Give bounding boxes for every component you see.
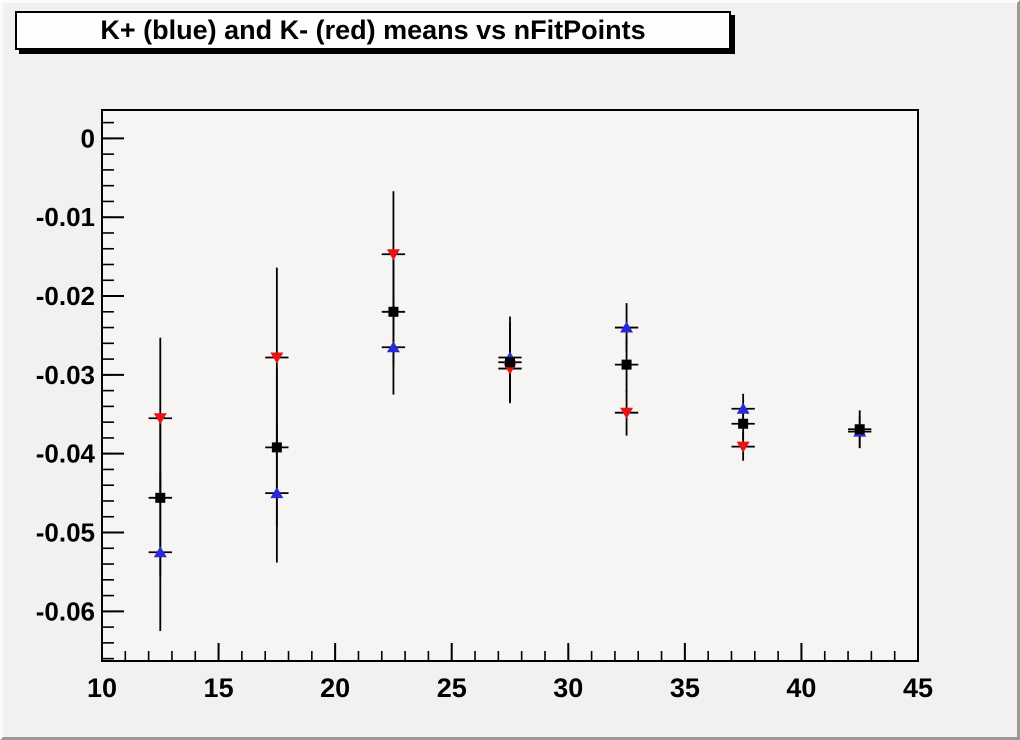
marker-mean (388, 306, 399, 317)
x-tick-label: 15 (204, 673, 234, 703)
marker-k-minus (270, 352, 284, 364)
x-tick-label: 30 (553, 673, 583, 703)
y-tick-label: -0.06 (36, 596, 95, 626)
x-tick-label: 45 (903, 673, 933, 703)
marker-k-plus (270, 487, 284, 499)
marker-k-minus (620, 407, 634, 419)
title-box: K+ (blue) and K- (red) means vs nFitPoin… (15, 11, 731, 50)
marker-k-minus (386, 249, 400, 261)
x-tick-label: 35 (670, 673, 700, 703)
marker-mean (271, 442, 282, 453)
marker-mean (155, 492, 166, 503)
marker-k-plus (386, 341, 400, 353)
marker-k-plus (153, 546, 167, 558)
marker-k-plus (736, 402, 750, 414)
y-tick-label: -0.05 (36, 518, 95, 548)
marker-k-plus (620, 321, 634, 333)
marker-mean (621, 359, 632, 370)
y-tick-label: 0 (81, 123, 95, 153)
y-tick-label: -0.02 (36, 281, 95, 311)
y-tick-label: -0.01 (36, 202, 95, 232)
x-tick-label: 40 (786, 673, 816, 703)
marker-k-minus (736, 441, 750, 453)
x-tick-label: 10 (87, 673, 117, 703)
plot-svg: 10 15 20 25 30 35 40 45 0 -0.01 -0.02 -0.03 -0.04 -0.… (36, 109, 933, 703)
marker-mean (738, 418, 749, 429)
marker-k-minus (153, 413, 167, 425)
y-tick-label: -0.03 (36, 360, 95, 390)
marker-mean (854, 424, 865, 435)
x-tick-label: 25 (437, 673, 467, 703)
x-tick-label: 20 (320, 673, 350, 703)
marker-mean (505, 357, 515, 368)
chart-title: K+ (blue) and K- (red) means vs nFitPoin… (100, 15, 646, 45)
y-tick-label: -0.04 (36, 439, 96, 469)
